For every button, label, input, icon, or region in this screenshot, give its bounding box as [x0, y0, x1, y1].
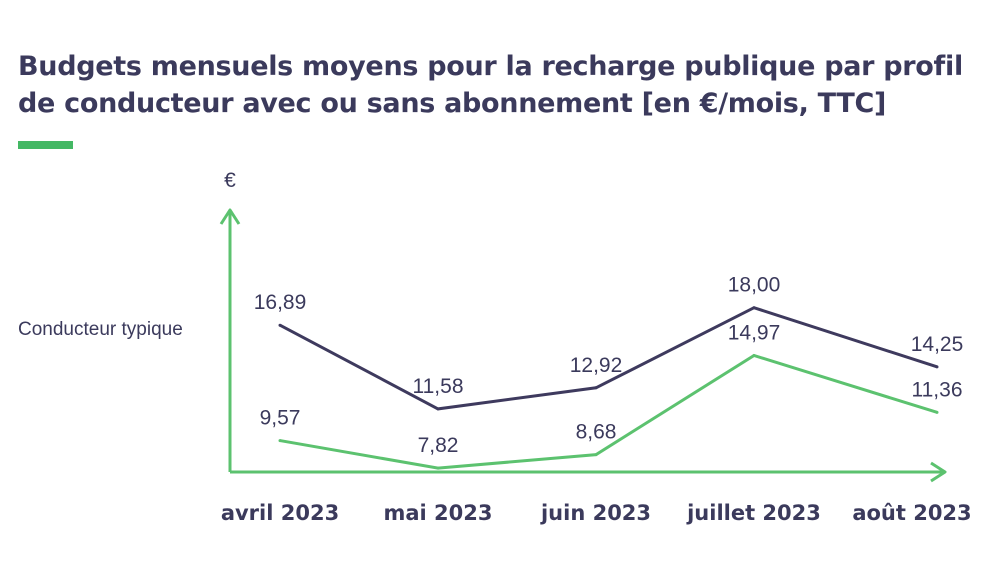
row-label: Conducteur typique: [18, 319, 183, 340]
data-label: 16,89: [254, 291, 307, 314]
series-with-subscription-point: [436, 407, 440, 411]
series-without-subscription-point: [752, 353, 756, 357]
data-label: 7,82: [418, 434, 459, 457]
x-tick-label: juillet 2023: [686, 501, 821, 525]
data-label: 8,68: [576, 421, 617, 444]
series-with-subscription-point: [594, 386, 598, 390]
series-without-subscription-point: [935, 410, 939, 414]
chart-title: Budgets mensuels moyens pour la recharge…: [18, 48, 988, 122]
y-axis-arrow: [219, 208, 241, 225]
x-tick-label: mai 2023: [383, 501, 492, 525]
x-tick-label: août 2023: [852, 501, 971, 525]
chart-title-line-1: Budgets mensuels moyens pour la recharge…: [18, 51, 963, 82]
chart-title-line-2: de conducteur avec ou sans abonnement [e…: [18, 88, 887, 119]
data-label: 18,00: [728, 274, 781, 297]
x-tick-label: juin 2023: [540, 501, 651, 525]
data-label: 11,58: [413, 375, 464, 398]
title-accent-bar: [18, 141, 73, 149]
series-with-subscription-point: [278, 323, 282, 327]
y-axis-label: €: [224, 169, 236, 192]
data-label: 9,57: [260, 407, 301, 430]
x-tick-label: avril 2023: [221, 501, 339, 525]
data-label: 14,25: [911, 333, 964, 356]
series-without-subscription-point: [278, 439, 282, 443]
data-label: 12,92: [570, 354, 623, 377]
series-without-subscription-point: [436, 466, 440, 470]
series-with-subscription-point: [752, 306, 756, 310]
data-label: 11,36: [912, 378, 963, 401]
series-with-subscription-point: [935, 365, 939, 369]
data-label: 14,97: [728, 321, 781, 344]
x-axis-arrow: [930, 461, 947, 483]
series-without-subscription-point: [594, 453, 598, 457]
